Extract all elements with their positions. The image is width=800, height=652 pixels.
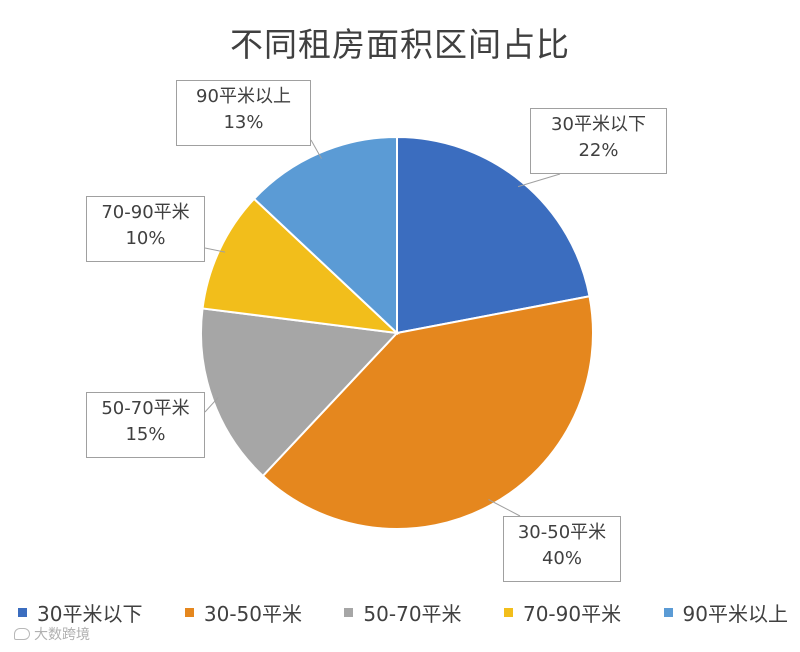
legend-item-4: 70-90平米 (503, 598, 622, 627)
watermark-logo-icon (14, 628, 30, 640)
data-label-1: 30平米以下 22% (530, 108, 667, 174)
leader-line-3 (204, 397, 219, 413)
chart-legend: 30平米以下 30-50平米 50-70平米 70-90平米 90平米以上 (18, 598, 788, 626)
data-label-category: 50-70平米 (101, 398, 190, 419)
legend-label: 90平米以上 (682, 601, 788, 626)
leader-line-5 (310, 139, 322, 159)
data-label-4: 70-90平米 10% (86, 196, 205, 262)
legend-swatch (663, 607, 673, 617)
legend-swatch (18, 607, 27, 617)
legend-label: 50-70平米 (363, 601, 462, 626)
data-label-value: 13% (223, 112, 264, 133)
data-label-5: 90平米以上 13% (176, 80, 311, 146)
data-label-value: 40% (541, 548, 582, 569)
leader-line-2 (488, 499, 521, 517)
leader-line-1 (517, 173, 561, 188)
legend-item-1: 30平米以下 (18, 598, 142, 627)
legend-label: 30-50平米 (203, 601, 302, 626)
legend-swatch (344, 607, 354, 617)
data-label-value: 15% (125, 424, 166, 445)
pie-slice-4 (201, 197, 400, 335)
watermark-text: 大数跨境 (34, 627, 90, 643)
data-label-value: 10% (125, 228, 166, 249)
data-label-2: 30-50平米 40% (503, 516, 621, 582)
data-label-category: 30-50平米 (517, 522, 607, 543)
legend-label: 30平米以下 (37, 601, 143, 626)
data-label-category: 90平米以上 (196, 86, 291, 107)
legend-label: 70-90平米 (522, 601, 622, 626)
pie-slice-5 (252, 135, 398, 336)
pie-slice-2 (261, 295, 594, 531)
pie-slice-1 (396, 135, 591, 335)
legend-swatch (503, 607, 513, 617)
data-label-category: 30平米以下 (551, 114, 646, 135)
chart-title: 不同租房面积区间占比 (230, 25, 570, 64)
pie-slice-3 (200, 307, 400, 478)
legend-item-5: 90平米以上 (663, 598, 788, 627)
data-label-category: 70-90平米 (101, 202, 190, 223)
legend-swatch (184, 607, 194, 617)
watermark: 大数跨境 (14, 624, 90, 644)
data-label-3: 50-70平米 15% (86, 392, 205, 458)
data-label-value: 22% (578, 140, 619, 161)
legend-item-2: 30-50平米 (184, 598, 302, 627)
leader-line-4 (204, 247, 226, 253)
legend-item-3: 50-70平米 (344, 598, 462, 627)
